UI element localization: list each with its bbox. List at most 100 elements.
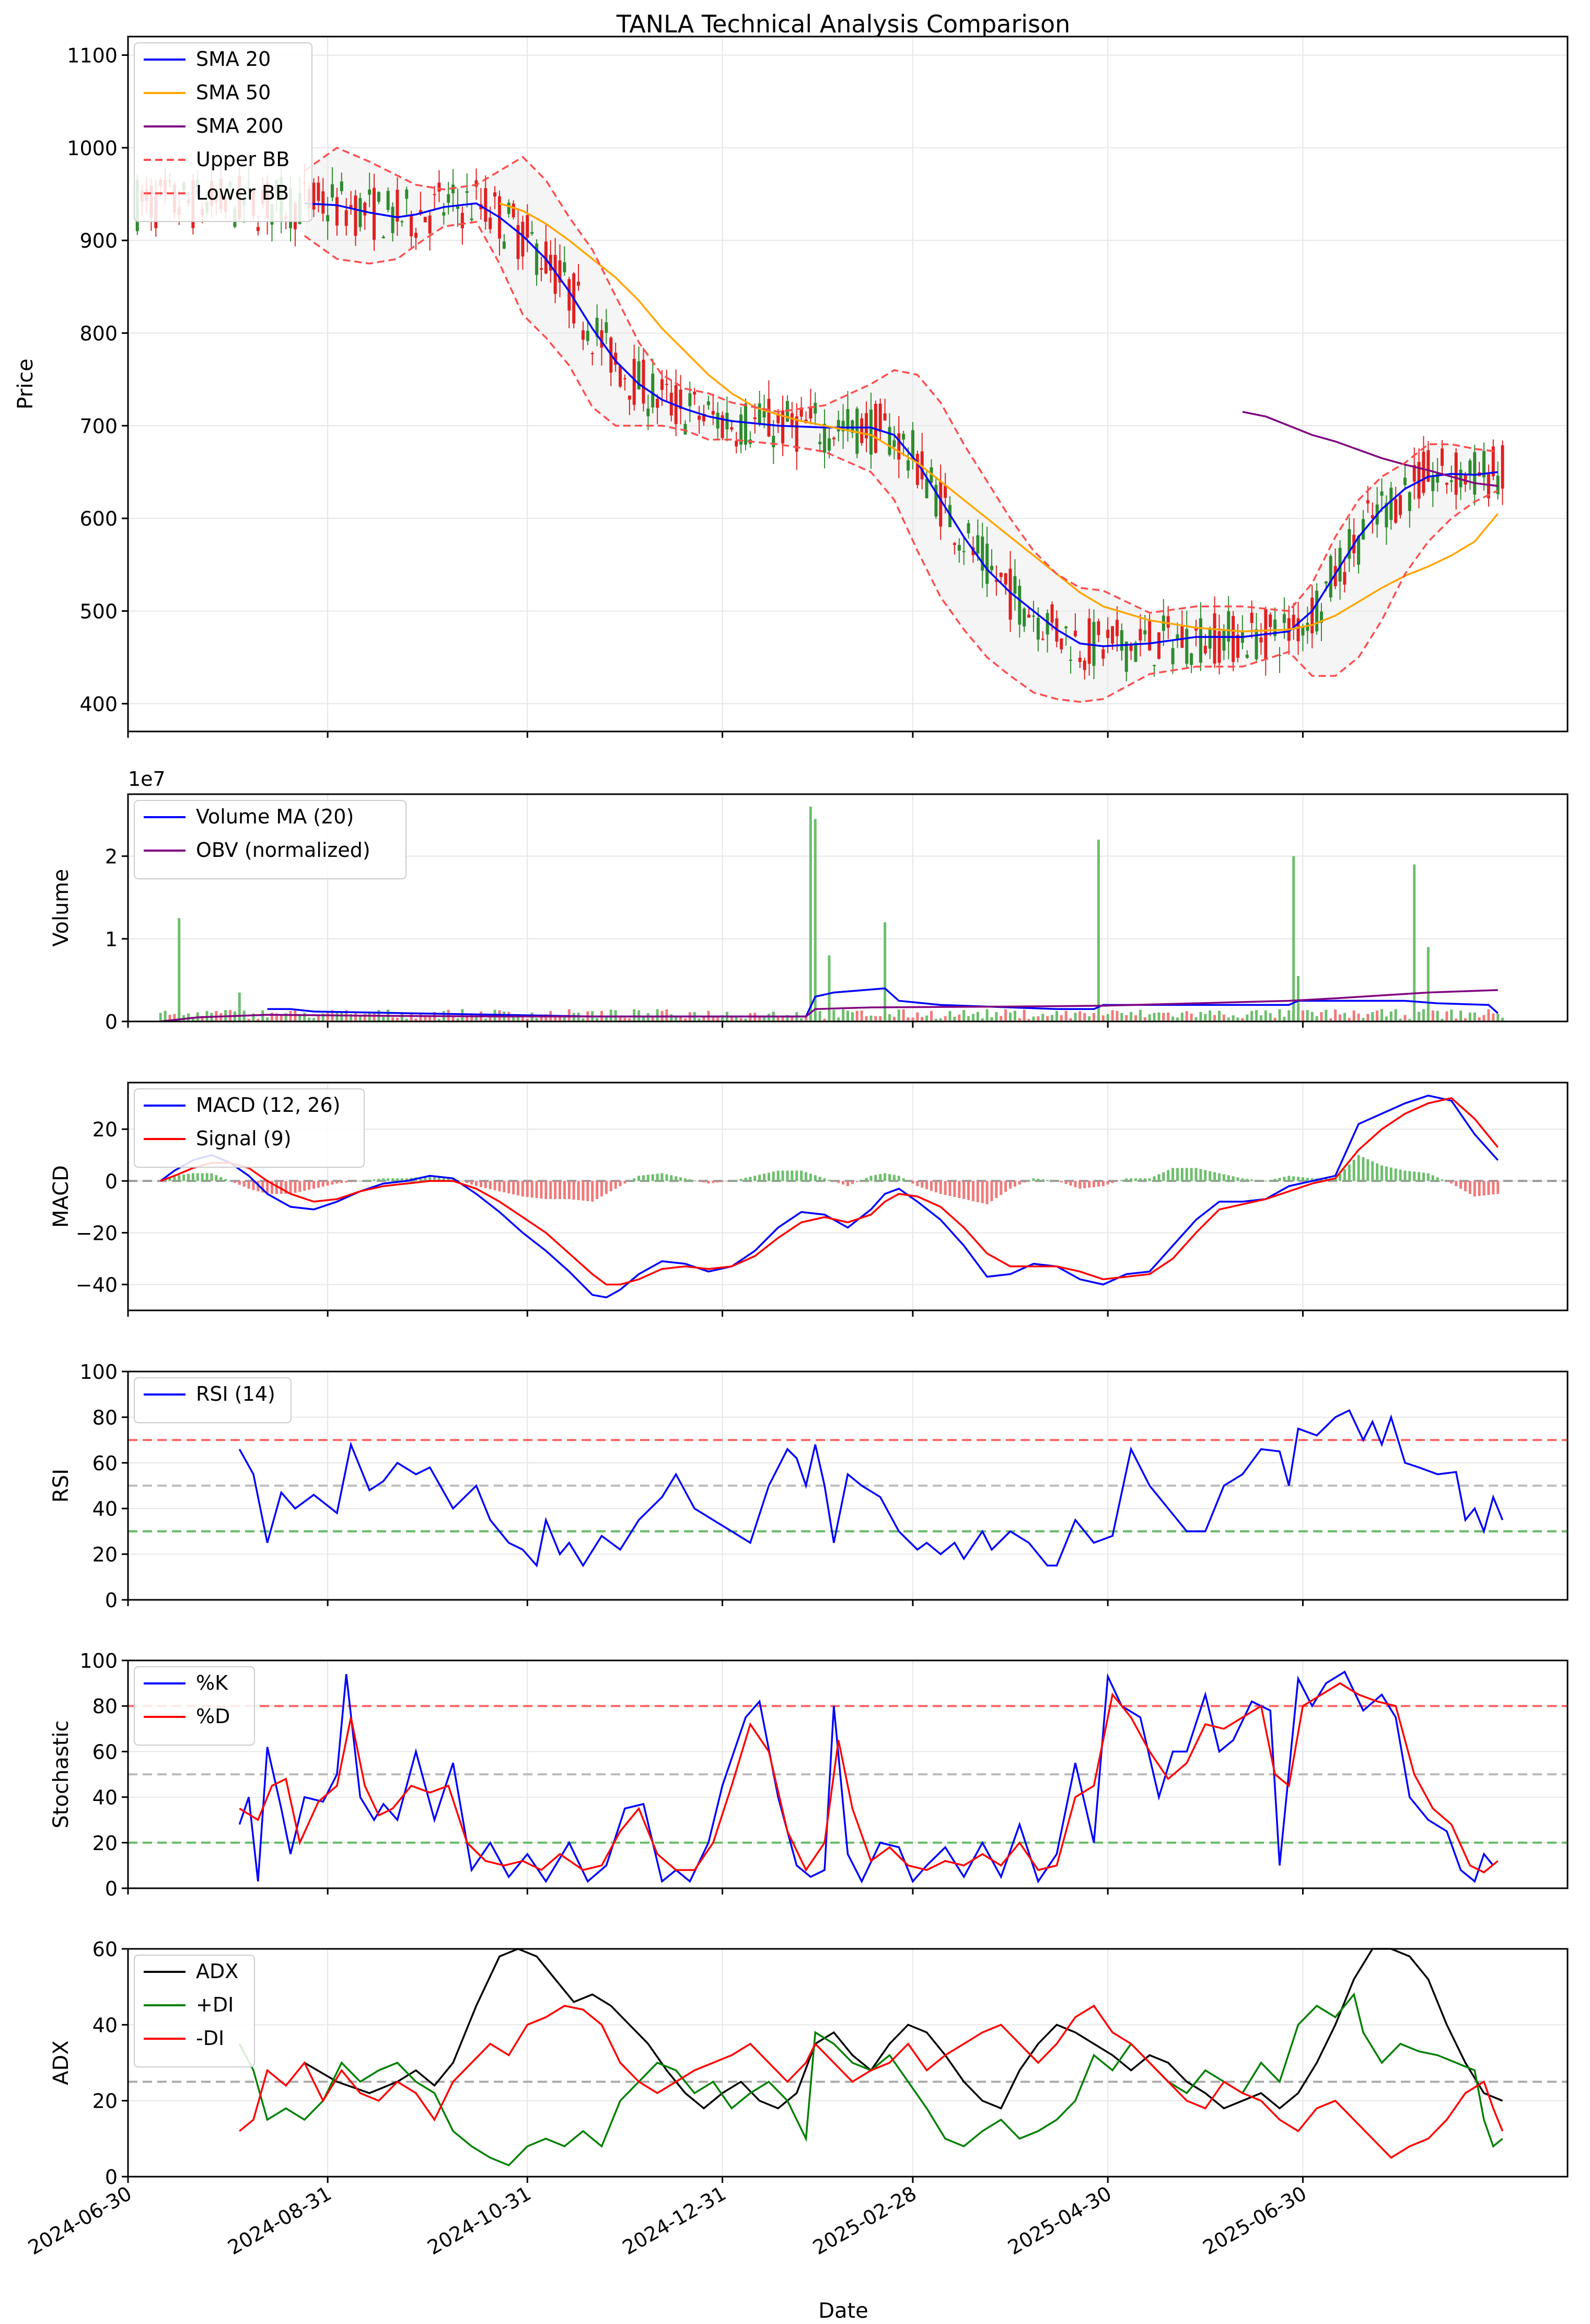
volume-bar <box>888 1014 891 1021</box>
candle-body <box>521 222 525 257</box>
macd-histogram-bar <box>981 1181 984 1203</box>
series-line--k <box>238 1670 1494 1884</box>
macd-histogram-bar <box>1339 1173 1342 1181</box>
y-tick-label: 0 <box>105 1877 118 1900</box>
candle-body <box>1073 631 1077 636</box>
volume-bar <box>1018 1018 1021 1021</box>
candle-body <box>985 543 989 584</box>
macd-histogram-bar <box>284 1181 287 1194</box>
volume-bar <box>1348 1018 1351 1021</box>
volume-bar <box>461 1009 464 1021</box>
macd-histogram-bar <box>879 1174 882 1181</box>
macd-histogram-bar <box>1278 1178 1281 1181</box>
candle-body <box>1124 641 1128 672</box>
candle-body <box>1180 626 1184 648</box>
candle-body <box>990 565 993 571</box>
volume-bar <box>475 1017 478 1021</box>
macd-histogram-bar <box>1418 1172 1421 1181</box>
candle-body <box>465 191 469 193</box>
volume-bar <box>1259 1015 1262 1021</box>
y-tick-label: 80 <box>92 1695 118 1718</box>
volume-bar <box>1125 1015 1128 1021</box>
macd-histogram-bar <box>1250 1179 1254 1181</box>
candle-body <box>447 194 450 203</box>
volume-bar <box>396 1017 399 1021</box>
macd-histogram-bar <box>805 1172 808 1181</box>
candle-body <box>1148 621 1152 650</box>
volume-bar <box>321 1013 324 1021</box>
volume-bar <box>540 1014 543 1021</box>
candle-body <box>753 417 757 420</box>
macd-histogram-bar <box>1403 1170 1407 1181</box>
macd-histogram-bar <box>582 1181 585 1201</box>
macd-histogram-bar <box>201 1173 204 1181</box>
candle-body <box>1115 620 1119 636</box>
x-tick-label: 2024-10-31 <box>424 2182 535 2260</box>
macd-histogram-bar <box>763 1173 766 1181</box>
volume-bar <box>744 1018 747 1021</box>
macd-histogram-bar <box>257 1181 260 1192</box>
volume-bar <box>1106 1014 1109 1021</box>
macd-histogram-bar <box>800 1170 803 1181</box>
macd-histogram-bar <box>962 1181 966 1199</box>
volume-bar <box>944 1016 947 1021</box>
series-line--d <box>239 1682 1499 1874</box>
volume-bar <box>1366 1014 1370 1021</box>
volume-bar <box>373 1013 376 1021</box>
macd-histogram-bar <box>340 1181 343 1183</box>
y-tick-label: 60 <box>92 1938 118 1961</box>
macd-histogram-bar <box>683 1178 687 1181</box>
volume-bar <box>1153 1013 1156 1021</box>
y-axis-label: Price <box>14 358 38 410</box>
volume-bar <box>702 1017 705 1021</box>
volume-bar <box>303 1013 306 1021</box>
macd-histogram-bar <box>651 1174 654 1181</box>
panel-macd: −40 −20 0 20 MACD MACD (12, 26) Signal (9) <box>49 1082 1569 1317</box>
legend-label: -DI <box>196 2027 224 2050</box>
candle-body <box>437 182 441 192</box>
volume-bar <box>247 1018 250 1021</box>
volume-bar <box>1227 1017 1230 1021</box>
volume-bar <box>739 1018 742 1021</box>
candle-body <box>321 191 325 214</box>
candle-body <box>1087 618 1091 664</box>
volume-bar <box>962 1010 966 1021</box>
volume-bar <box>633 1009 636 1021</box>
candle-body <box>331 184 334 198</box>
macd-histogram-bar <box>1009 1181 1012 1189</box>
volume-bar <box>1190 1013 1193 1021</box>
candle-body <box>1027 614 1031 618</box>
macd-histogram-bar <box>187 1173 190 1181</box>
volume-bar <box>173 1014 176 1021</box>
y-tick-label: 20 <box>92 1118 118 1141</box>
candle-body <box>567 279 571 311</box>
candle-body <box>1445 483 1448 485</box>
volume-bar <box>995 1012 998 1021</box>
volume-bar <box>1027 1019 1030 1021</box>
macd-histogram-bar <box>484 1181 487 1189</box>
candle-body <box>1426 450 1430 482</box>
macd-histogram-bar <box>503 1181 506 1193</box>
macd-histogram-bar <box>1083 1181 1086 1189</box>
macd-histogram-bar <box>1051 1180 1054 1181</box>
macd-histogram-bar <box>1389 1167 1392 1181</box>
candle-body <box>855 409 859 454</box>
volume-bar <box>1032 1016 1035 1021</box>
candle-body <box>1083 660 1086 670</box>
candle-body <box>716 412 719 429</box>
volume-bar <box>823 1018 826 1021</box>
volume-bar <box>1357 1013 1360 1021</box>
macd-histogram-bar <box>693 1180 696 1181</box>
macd-histogram-bar <box>1376 1163 1379 1181</box>
macd-histogram-bar <box>1000 1181 1003 1195</box>
candle-body <box>1449 480 1453 482</box>
macd-histogram-bar <box>865 1178 868 1181</box>
volume-bar <box>953 1016 956 1021</box>
macd-histogram-bar <box>596 1181 599 1199</box>
macd-histogram-bar <box>526 1181 529 1197</box>
candle-body <box>651 374 655 408</box>
macd-histogram-bar <box>1482 1181 1485 1196</box>
candle-body <box>1491 446 1495 477</box>
macd-histogram-bar <box>1097 1181 1100 1187</box>
macd-histogram-bar <box>600 1181 603 1196</box>
